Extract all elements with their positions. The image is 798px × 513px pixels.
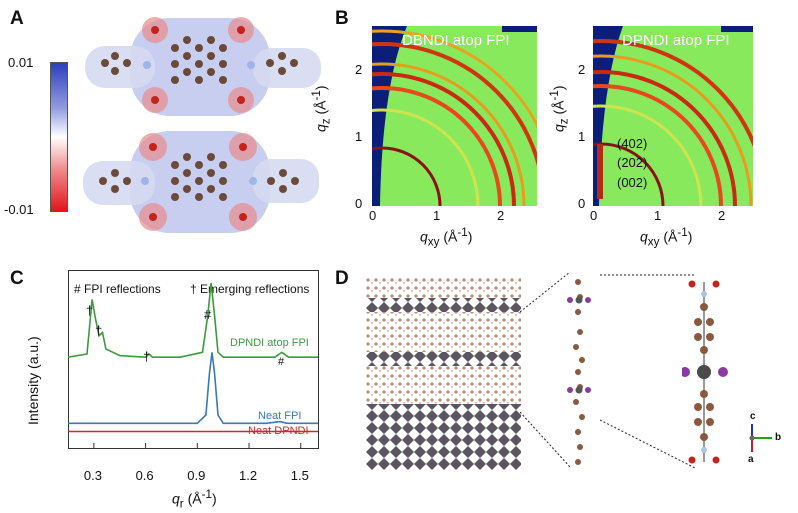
axis-c-label: c <box>750 411 756 422</box>
p1-xtick-2: 2 <box>497 208 505 223</box>
x-tick-label-1: 0.6 <box>135 468 154 483</box>
molecule-lower <box>83 131 319 233</box>
peak-mark-dagger-2: † <box>95 323 103 338</box>
axis-triad <box>749 424 772 452</box>
annotation-402: (402) <box>617 136 648 151</box>
p1-ytick-0: 0 <box>355 196 363 211</box>
series-line-1 <box>68 282 318 359</box>
p2-ytick-1: 1 <box>578 129 586 144</box>
legend-fpi-reflections: # FPI reflections <box>74 282 161 296</box>
x-tick-label-2: 0.9 <box>187 468 206 483</box>
giwaxs-plot-dpndi <box>593 26 753 206</box>
peak-mark-hash-1: # <box>204 307 212 322</box>
giwaxs-plot-dbndi <box>372 26 537 206</box>
molecule-esp-maps <box>83 17 321 233</box>
p2-xtick-1: 1 <box>654 208 662 223</box>
p1-xtick-1: 1 <box>433 208 441 223</box>
p2-xtick-0: 0 <box>590 208 598 223</box>
legend-emerging-reflections: † Emerging reflections <box>190 282 310 296</box>
p2-ylabel: qz (Å-1) <box>548 85 571 132</box>
c-xlabel: qr (Å-1) <box>172 488 217 511</box>
x-tick-label-0: 0.3 <box>83 468 102 483</box>
p1-ytick-1: 1 <box>355 129 363 144</box>
xrd-chart <box>68 270 319 449</box>
plot1-title: DBNDI atop FPI <box>402 32 510 49</box>
axis-b-label: b <box>775 432 782 443</box>
p1-ytick-2: 2 <box>355 62 363 77</box>
peak-mark-dagger-3: † <box>143 349 151 364</box>
dotted-connectors <box>520 272 571 468</box>
peak-mark-dagger-1: † <box>86 303 94 318</box>
xrd-chart-frame <box>68 270 319 449</box>
stacked-molecule <box>567 279 591 465</box>
colorbar <box>50 62 68 212</box>
panel-a-label: A <box>10 8 24 29</box>
colorbar-max-label: 0.01 <box>8 55 34 70</box>
p1-xtick-0: 0 <box>369 208 377 223</box>
panel-c-label: C <box>10 268 24 289</box>
x-tick-label-3: 1.2 <box>239 468 258 483</box>
p2-ytick-0: 0 <box>578 196 586 211</box>
plot2-title: DPNDI atop FPI <box>622 32 730 49</box>
crystal-lattice <box>366 278 521 470</box>
trace-label-neat-fpi: Neat FPI <box>258 410 302 422</box>
p1-ylabel: qz (Å-1) <box>310 85 333 132</box>
trace-label-neat-dpndi: Neat DPNDI <box>248 425 309 437</box>
p2-xtick-2: 2 <box>718 208 726 223</box>
annotation-002: (002) <box>617 175 648 190</box>
panel-d-label: D <box>335 268 349 289</box>
single-molecule <box>682 280 728 464</box>
panel-b-label: B <box>335 8 349 29</box>
molecule-upper <box>85 17 321 116</box>
axis-a-label: a <box>748 454 754 465</box>
x-tick-label-4: 1.5 <box>290 468 309 483</box>
annotation-202: (202) <box>617 155 648 170</box>
c-ylabel: Intensity (a.u.) <box>25 336 41 425</box>
p2-xlabel: qxy (Å-1) <box>640 226 693 249</box>
p1-xlabel: qxy (Å-1) <box>420 226 473 249</box>
p2-ytick-2: 2 <box>578 62 586 77</box>
trace-label-dpndi-atop-fpi: DPNDI atop FPI <box>230 337 309 349</box>
colorbar-min-label: -0.01 <box>4 202 34 217</box>
zoom-connectors <box>600 274 696 469</box>
series-line-2 <box>68 352 318 425</box>
peak-mark-hash-2: # <box>278 356 285 368</box>
